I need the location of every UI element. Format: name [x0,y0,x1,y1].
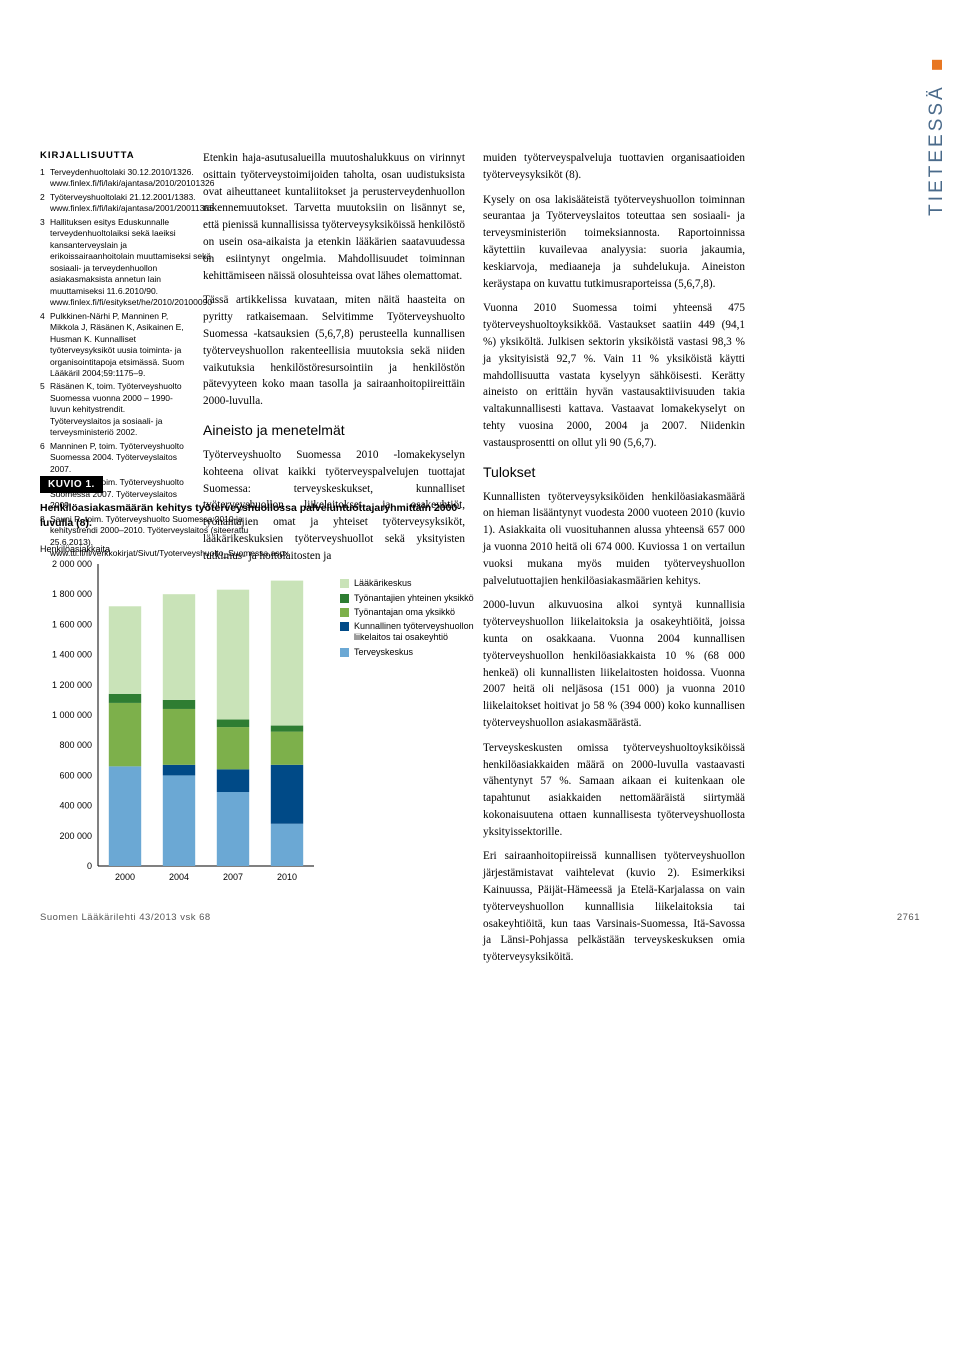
reference-item: 3Hallituksen esitys Eduskunnalle terveyd… [40,217,185,309]
footer-page-number: 2761 [897,912,920,923]
chart-legend: Lääkärikeskus Työnantajien yhteinen yksik… [340,578,480,661]
reference-number: 2 [40,192,50,215]
reference-item: 2Työterveyshuoltolaki 21.12.2001/1383. w… [40,192,185,215]
legend-swatch [340,622,349,631]
legend-swatch [340,608,349,617]
svg-text:2 000 000: 2 000 000 [52,559,92,569]
reference-number: 4 [40,311,50,380]
svg-text:1 800 000: 1 800 000 [52,590,92,600]
section-tag-marker [932,60,942,70]
legend-swatch [340,594,349,603]
legend-label: Terveyskeskus [354,647,413,658]
reference-number: 1 [40,167,50,190]
legend-label: Lääkärikeskus [354,578,412,589]
svg-text:2004: 2004 [169,872,189,882]
svg-text:200 000: 200 000 [59,831,92,841]
reference-text: Manninen P, toim. Työterveyshuolto Suome… [50,441,185,475]
page-footer: Suomen Lääkärilehti 43/2013 vsk 68 2761 [40,912,920,923]
chart-area: Henkilöasiakkaita 0 200 000 400 000 600 000… [40,544,326,893]
legend-label: Kunnallinen työterveyshuollon liikelaito… [354,621,480,644]
figure-label: KUVIO 1. [40,476,103,493]
section-tag: TIETEESSÄ [926,60,948,216]
reference-number: 6 [40,441,50,475]
body-paragraph: Tässä artikkelissa kuvataan, miten näitä… [203,292,465,410]
legend-label: Työnantajien yhteinen yksikkö [354,593,474,604]
body-paragraph: Kunnallisten työterveysyksiköiden henkil… [483,489,745,590]
legend-item: Työnantajien yhteinen yksikkö [340,593,480,604]
chart-y-axis-title: Henkilöasiakkaita [40,544,326,554]
section-heading: Tulokset [483,462,745,483]
body-paragraph: muiden työterveyspalveluja tuottavien or… [483,150,745,184]
reference-item: 6Manninen P, toim. Työterveyshuolto Suom… [40,441,185,475]
reference-number: 5 [40,381,50,438]
svg-text:400 000: 400 000 [59,801,92,811]
legend-item: Terveyskeskus [340,647,480,658]
references-column: KIRJALLISUUTTA 1Terveydenhuoltolaki 30.1… [40,150,185,559]
svg-text:1 400 000: 1 400 000 [52,650,92,660]
legend-item: Kunnallinen työterveyshuollon liikelaito… [340,621,480,644]
legend-swatch [340,579,349,588]
body-paragraph: Eri sairaanhoitopiireissä kunnallisen ty… [483,848,745,966]
body-paragraph: Terveyskeskusten omissa työterveyshuolto… [483,740,745,841]
body-paragraph: Kysely on osa lakisääteistä työterveyshu… [483,192,745,293]
svg-text:1 200 000: 1 200 000 [52,680,92,690]
legend-item: Työnantajan oma yksikkö [340,607,480,618]
reference-item: 5Räsänen K, toim. Työterveyshuolto Suome… [40,381,185,438]
svg-text:2000: 2000 [115,872,135,882]
body-paragraph: 2000-luvun alkuvuosina alkoi syntyä kunn… [483,597,745,731]
svg-text:1 000 000: 1 000 000 [52,710,92,720]
svg-text:800 000: 800 000 [59,741,92,751]
body-paragraph: Etenkin haja-asutusalueilla muutoshalukk… [203,150,465,284]
reference-text: Räsänen K, toim. Työterveyshuolto Suomes… [50,381,185,438]
reference-number: 3 [40,217,50,309]
references-heading: KIRJALLISUUTTA [40,150,185,161]
reference-text: Terveydenhuoltolaki 30.12.2010/1326. www… [50,167,214,190]
legend-swatch [340,648,349,657]
right-text-column: muiden työterveyspalveluja tuottavien or… [483,150,745,974]
reference-text: Hallituksen esitys Eduskunnalle terveyde… [50,217,212,309]
footer-source: Suomen Lääkärilehti 43/2013 vsk 68 [40,912,211,923]
bar-chart-svg: 0 200 000 400 000 600 000 800 000 1 000 000 1 … [40,558,320,888]
reference-text: Työterveyshuoltolaki 21.12.2001/1383. ww… [50,192,214,215]
legend-label: Työnantajan oma yksikkö [354,607,455,618]
reference-item: 1Terveydenhuoltolaki 30.12.2010/1326. ww… [40,167,185,190]
svg-text:0: 0 [87,861,92,871]
svg-text:2007: 2007 [223,872,243,882]
svg-text:600 000: 600 000 [59,771,92,781]
body-paragraph: Vuonna 2010 Suomessa toimi yhteensä 475 … [483,300,745,451]
reference-text: Pulkkinen-Närhi P, Manninen P, Mikkola J… [50,311,185,380]
section-heading: Aineisto ja menetelmät [203,420,465,441]
reference-item: 4Pulkkinen-Närhi P, Manninen P, Mikkola … [40,311,185,380]
svg-text:2010: 2010 [277,872,297,882]
section-tag-text: TIETEESSÄ [926,84,947,216]
legend-item: Lääkärikeskus [340,578,480,589]
svg-text:1 600 000: 1 600 000 [52,620,92,630]
